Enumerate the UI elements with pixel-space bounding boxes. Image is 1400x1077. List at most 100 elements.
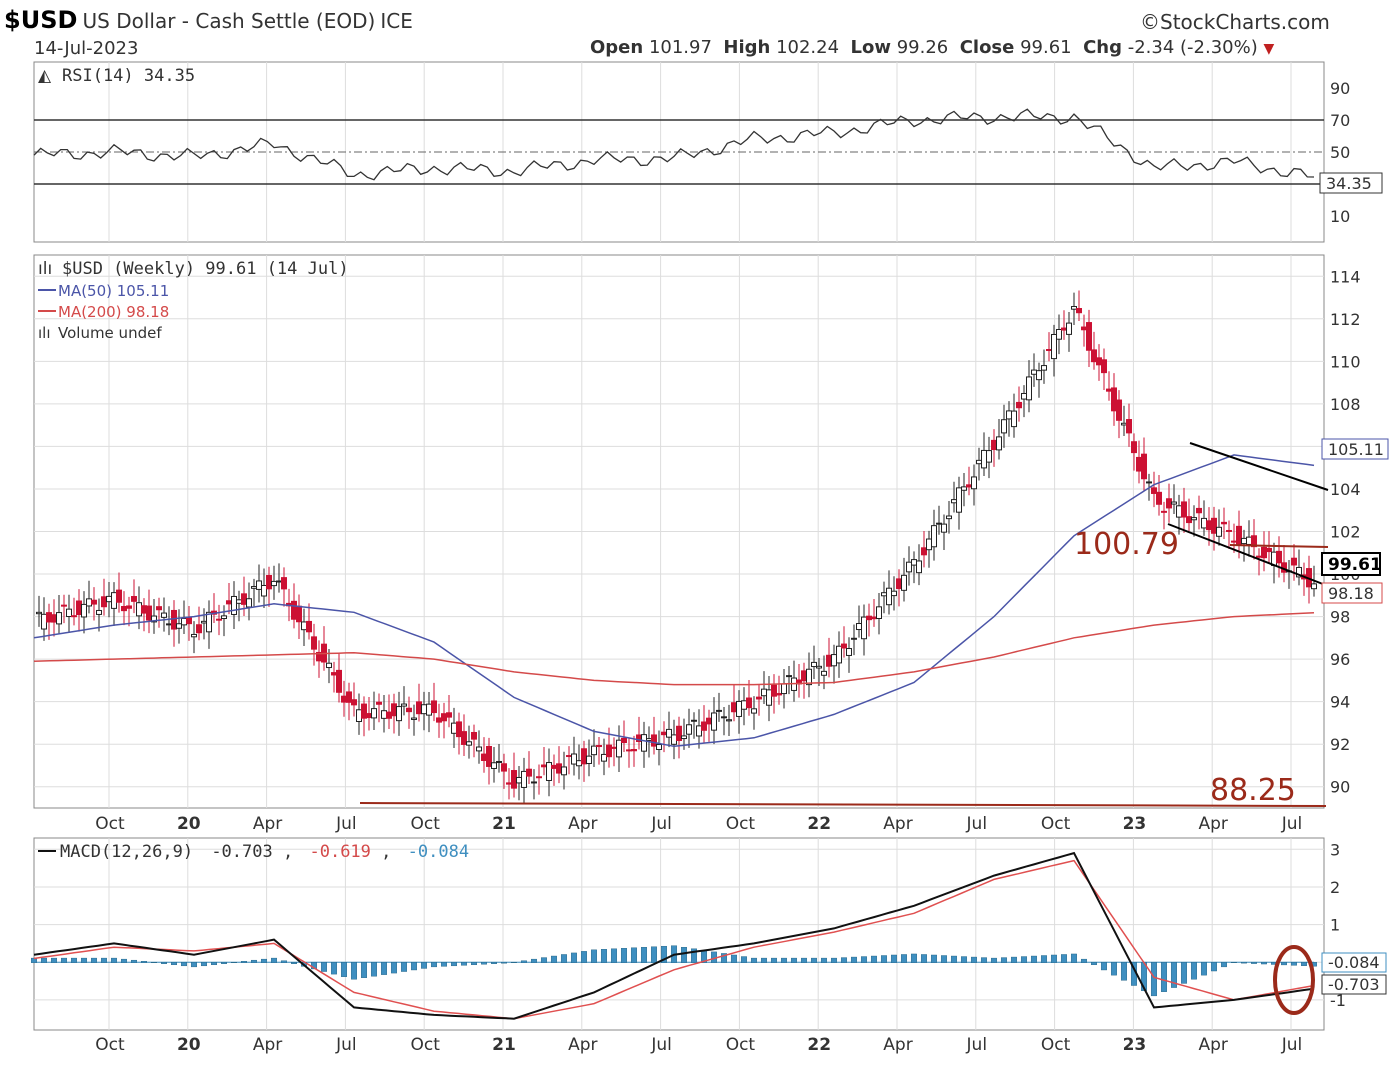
candlestick xyxy=(76,589,82,632)
candlestick xyxy=(921,531,927,568)
candlestick xyxy=(1186,498,1192,532)
candlestick xyxy=(991,429,997,467)
candlestick xyxy=(326,649,332,684)
candle-body xyxy=(586,755,592,764)
rsi-layer xyxy=(33,108,1315,181)
candlestick xyxy=(191,621,197,654)
candle-body xyxy=(1241,537,1247,545)
macd-histogram-bar xyxy=(981,957,988,963)
price-layer xyxy=(33,290,1329,807)
macd-axis-tick: 2 xyxy=(1330,878,1340,897)
chg-label: Chg xyxy=(1083,37,1122,58)
macd-signal-line xyxy=(33,859,1315,1020)
candlestick xyxy=(156,597,162,628)
ma50-tag-box xyxy=(1321,438,1389,460)
candle-body xyxy=(771,684,777,697)
candlestick xyxy=(321,626,327,671)
price-axis-tick: 90 xyxy=(1330,778,1350,797)
candlestick xyxy=(571,736,577,776)
candlestick xyxy=(596,737,602,765)
macd-axis-tick: 1 xyxy=(1330,916,1340,935)
macd-highlight-circle xyxy=(1273,945,1315,1015)
candle-body xyxy=(161,612,167,618)
candlestick xyxy=(1141,437,1147,492)
candlestick xyxy=(406,696,412,729)
candle-body xyxy=(601,753,607,762)
candlestick xyxy=(751,696,757,730)
candle-body xyxy=(871,616,877,620)
macd-histogram-bar xyxy=(681,947,688,963)
candle-body xyxy=(151,615,157,623)
candle-body xyxy=(946,515,952,520)
candlestick xyxy=(671,719,677,760)
macd-histogram-bar xyxy=(931,954,938,963)
candle-body xyxy=(181,617,187,626)
ma200-line xyxy=(33,611,1315,686)
x-tick-label: Oct xyxy=(410,1035,440,1055)
candlestick xyxy=(861,604,867,656)
macd-histogram-bar xyxy=(611,948,618,963)
candlestick xyxy=(361,696,367,737)
candle-legend-icon: ılı xyxy=(38,259,52,279)
macd-histogram-bar xyxy=(1011,956,1018,963)
macd-histogram-bar xyxy=(51,957,58,963)
candlestick xyxy=(831,644,837,684)
candlestick xyxy=(121,591,127,626)
candlestick xyxy=(141,598,147,632)
macd-histogram-bar xyxy=(80,957,87,963)
candle-body xyxy=(276,580,282,583)
candlestick xyxy=(306,603,312,640)
macd-histogram-bar xyxy=(281,960,288,963)
macd-histogram-bar xyxy=(581,951,588,963)
candlestick xyxy=(901,557,907,602)
candlestick xyxy=(801,662,807,699)
candlestick xyxy=(1191,505,1197,537)
candle-body xyxy=(931,525,937,548)
upper-trendline xyxy=(1189,442,1329,491)
candlestick xyxy=(811,645,817,680)
ma50-value-tag: 105.11 xyxy=(1321,438,1389,460)
candlestick xyxy=(456,712,462,755)
candle-body xyxy=(331,672,337,676)
candle-body xyxy=(961,486,967,491)
candle-body xyxy=(1026,376,1032,401)
ma200-tag-text: 98.18 xyxy=(1328,584,1374,603)
candlestick xyxy=(946,501,952,534)
annotation-88-25: 88.25 xyxy=(1210,773,1296,808)
macd-histogram-bar xyxy=(621,948,628,963)
x-tick-label: Apr xyxy=(1198,814,1227,834)
candlestick xyxy=(691,712,697,739)
macd-histogram-bar xyxy=(150,962,157,963)
macd-histogram-bar xyxy=(100,957,107,963)
candlestick xyxy=(1076,290,1082,322)
ma50-line xyxy=(33,454,1315,748)
candlestick xyxy=(661,721,667,753)
candlestick xyxy=(356,693,362,735)
down-arrow-icon: ▼ xyxy=(1263,41,1275,57)
candlestick xyxy=(336,652,342,703)
candle-body xyxy=(1101,359,1107,374)
candle-body xyxy=(196,624,202,634)
lower-trendline xyxy=(1167,523,1329,587)
candlestick xyxy=(1256,548,1262,576)
candlestick xyxy=(1056,314,1062,355)
macd-histogram-bar xyxy=(291,962,298,964)
candlestick xyxy=(91,587,97,621)
candle-body xyxy=(626,749,632,752)
candle-body xyxy=(921,547,927,556)
macd-axis-tick: 3 xyxy=(1330,840,1340,859)
x-tick-label: Jul xyxy=(966,1035,988,1055)
candlestick xyxy=(1291,544,1297,581)
candle-body xyxy=(1016,401,1022,409)
candlestick xyxy=(101,578,107,616)
candle-body xyxy=(1266,547,1272,553)
candlestick xyxy=(816,658,822,687)
candle-body xyxy=(111,592,117,609)
macd-histogram-bar xyxy=(61,957,68,963)
candlestick xyxy=(551,754,557,786)
candle-body xyxy=(721,716,727,719)
candlestick xyxy=(51,599,57,637)
macd-histogram-bar xyxy=(41,957,48,963)
price-axis-tick: 96 xyxy=(1330,650,1350,669)
candle-body xyxy=(681,735,687,740)
